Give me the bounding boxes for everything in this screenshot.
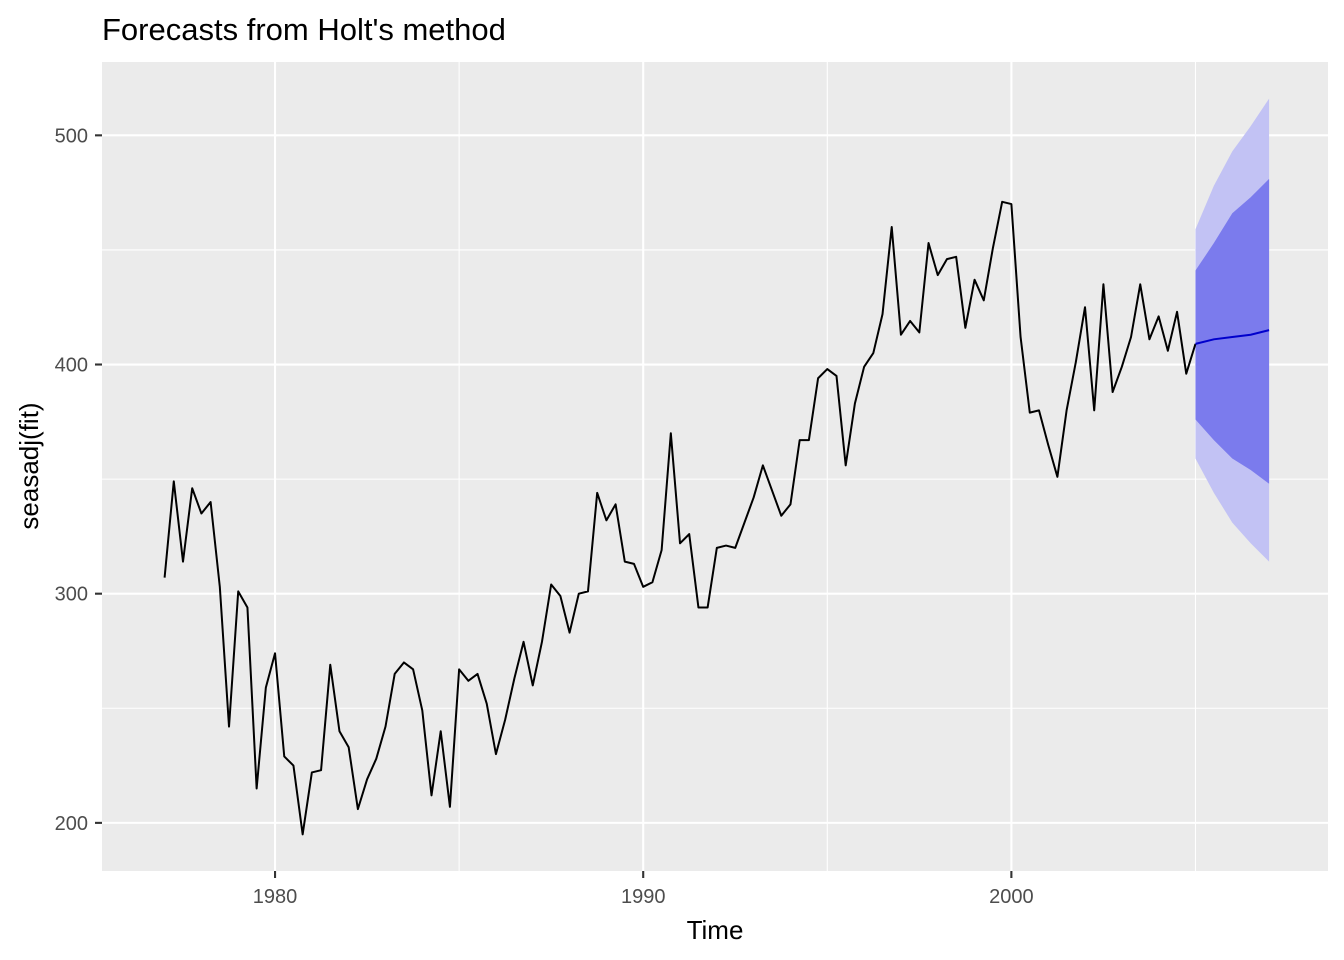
- x-tick-label: 1980: [253, 886, 298, 908]
- plot-panel: [102, 62, 1328, 871]
- x-tick-label: 1990: [621, 886, 666, 908]
- x-axis: 1980 1990 2000: [253, 871, 1034, 908]
- forecast-line: [1195, 329, 1270, 345]
- y-axis-title: seasadj(fit): [14, 402, 44, 529]
- y-axis: 200 300 400 500: [55, 125, 102, 835]
- y-tick-label: 400: [55, 355, 88, 377]
- x-axis-title: Time: [687, 915, 744, 945]
- y-tick-label: 200: [55, 813, 88, 835]
- x-tick-label: 2000: [989, 886, 1034, 908]
- y-tick-label: 300: [55, 584, 88, 606]
- band-80: [1195, 178, 1270, 484]
- series-line: [163, 200, 1197, 836]
- y-tick-label: 500: [55, 125, 88, 147]
- data-lines: [163, 200, 1270, 836]
- forecast-bands: [1195, 98, 1270, 562]
- grid-minor: [102, 62, 1328, 871]
- grid-major: [102, 62, 1328, 871]
- chart-title: Forecasts from Holt's method: [102, 12, 506, 47]
